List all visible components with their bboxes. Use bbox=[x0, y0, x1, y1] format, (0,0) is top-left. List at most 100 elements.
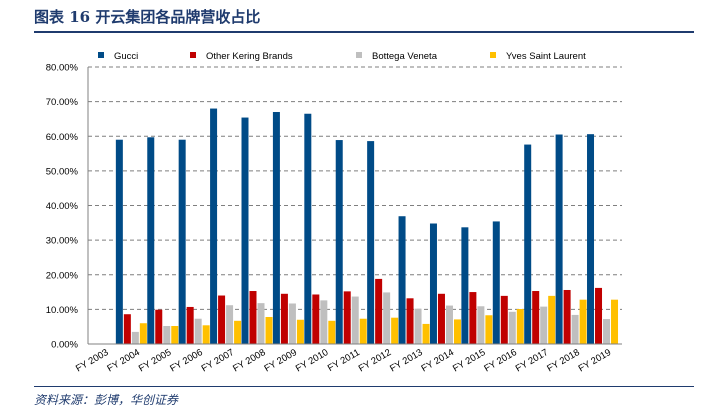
bar-yves-saint-laurent bbox=[548, 295, 556, 344]
bar-other-kering-brands bbox=[375, 278, 383, 344]
bar-other-kering-brands bbox=[312, 294, 320, 344]
x-tick-label: FY 2018 bbox=[545, 347, 581, 374]
y-tick-label: 40.00% bbox=[46, 201, 79, 212]
bar-yves-saint-laurent bbox=[139, 323, 147, 344]
x-tick-label: FY 2008 bbox=[231, 347, 267, 374]
bar-bottega-veneta bbox=[288, 303, 296, 344]
x-tick-label: FY 2017 bbox=[514, 347, 550, 374]
bar-other-kering-brands bbox=[186, 306, 194, 344]
x-tick-label: FY 2011 bbox=[326, 347, 362, 374]
y-tick-label: 60.00% bbox=[46, 132, 79, 143]
bar-yves-saint-laurent bbox=[453, 319, 461, 344]
bar-other-kering-brands bbox=[595, 287, 603, 344]
bar-other-kering-brands bbox=[500, 295, 508, 344]
bar-yves-saint-laurent bbox=[485, 315, 493, 344]
bar-other-kering-brands bbox=[469, 292, 477, 344]
bar-bottega-veneta bbox=[257, 303, 265, 344]
bar-yves-saint-laurent bbox=[265, 316, 273, 344]
legend-label: Bottega Veneta bbox=[372, 51, 438, 62]
bar-yves-saint-laurent bbox=[516, 309, 524, 344]
x-tick-label: FY 2015 bbox=[451, 347, 487, 374]
bar-other-kering-brands bbox=[406, 298, 414, 344]
bar-other-kering-brands bbox=[532, 291, 540, 344]
legend-label: Other Kering Brands bbox=[206, 51, 293, 62]
x-tick-label: FY 2007 bbox=[200, 347, 236, 374]
bar-other-kering-brands bbox=[218, 295, 226, 344]
x-tick-label: FY 2016 bbox=[482, 347, 518, 374]
legend-label: Yves Saint Laurent bbox=[506, 51, 586, 62]
bar-yves-saint-laurent bbox=[202, 325, 210, 344]
gridlines bbox=[88, 66, 622, 310]
bar-bottega-veneta bbox=[226, 305, 234, 344]
bar-other-kering-brands bbox=[155, 309, 163, 344]
bar-other-kering-brands bbox=[437, 293, 445, 344]
bar-bottega-veneta bbox=[414, 308, 422, 344]
title-rule bbox=[34, 31, 694, 33]
bar-yves-saint-laurent bbox=[234, 320, 242, 344]
bar-yves-saint-laurent bbox=[328, 320, 336, 344]
bar-yves-saint-laurent bbox=[171, 326, 179, 344]
legend-swatch bbox=[190, 52, 196, 58]
bar-other-kering-brands bbox=[249, 291, 257, 344]
x-tick-label: FY 2013 bbox=[388, 347, 424, 374]
figure-title: 图表 16 开云集团各品牌营收占比 bbox=[34, 8, 261, 26]
bar-gucci bbox=[367, 141, 375, 344]
bar-other-kering-brands bbox=[123, 314, 131, 344]
bar-gucci bbox=[555, 134, 563, 344]
bar-bottega-veneta bbox=[320, 300, 328, 344]
bar-bottega-veneta bbox=[508, 311, 516, 344]
x-tick-label: FY 2014 bbox=[420, 347, 456, 374]
y-tick-label: 30.00% bbox=[46, 236, 79, 247]
x-tick-label: FY 2005 bbox=[137, 347, 173, 374]
bar-yves-saint-laurent bbox=[611, 299, 619, 344]
revenue-share-chart: 0.00% 10.00% 20.00% 30.00% 40.00% 50.00% 60.00… bbox=[46, 51, 622, 374]
x-tick-label: FY 2019 bbox=[577, 347, 613, 374]
bar-bottega-veneta bbox=[603, 319, 611, 344]
bar-gucci bbox=[272, 112, 280, 344]
bars bbox=[115, 108, 619, 345]
y-tick-label: 0.00% bbox=[51, 340, 78, 351]
bar-bottega-veneta bbox=[131, 331, 139, 344]
bar-other-kering-brands bbox=[280, 293, 288, 344]
bar-gucci bbox=[178, 139, 186, 344]
x-tick-label: FY 2012 bbox=[357, 347, 393, 374]
bar-other-kering-brands bbox=[343, 291, 351, 344]
y-tick-label: 20.00% bbox=[46, 270, 79, 281]
bar-bottega-veneta bbox=[383, 292, 391, 344]
bar-bottega-veneta bbox=[194, 318, 202, 344]
bar-bottega-veneta bbox=[571, 314, 579, 344]
bar-yves-saint-laurent bbox=[579, 299, 587, 344]
bar-gucci bbox=[241, 117, 249, 344]
bar-gucci bbox=[304, 113, 312, 345]
bar-gucci bbox=[335, 140, 343, 344]
bar-bottega-veneta bbox=[351, 296, 359, 344]
bar-gucci bbox=[147, 137, 155, 344]
legend-label: Gucci bbox=[114, 51, 138, 62]
x-tick-label: FY 2006 bbox=[168, 347, 204, 374]
bar-gucci bbox=[398, 216, 406, 344]
legend-swatch bbox=[98, 52, 104, 58]
x-tick-label: FY 2003 bbox=[74, 347, 110, 374]
bar-gucci bbox=[587, 134, 595, 344]
y-tick-label: 80.00% bbox=[46, 63, 79, 74]
bar-gucci bbox=[492, 221, 500, 344]
x-tick-label: FY 2004 bbox=[105, 347, 141, 374]
bar-bottega-veneta bbox=[163, 326, 171, 344]
source-rule bbox=[34, 386, 694, 387]
legend: Gucci Other Kering Brands Bottega Veneta Yv… bbox=[98, 51, 586, 62]
bar-yves-saint-laurent bbox=[296, 319, 304, 344]
source-note: 资料来源：彭博，华创证券 bbox=[34, 393, 179, 407]
bar-gucci bbox=[524, 144, 532, 344]
legend-swatch bbox=[356, 52, 362, 58]
bar-gucci bbox=[429, 223, 437, 344]
bar-bottega-veneta bbox=[445, 305, 453, 344]
y-tick-label: 10.00% bbox=[46, 305, 79, 316]
bar-gucci bbox=[210, 108, 218, 344]
x-tick-label: FY 2010 bbox=[294, 347, 330, 374]
bar-yves-saint-laurent bbox=[359, 318, 367, 344]
bar-bottega-veneta bbox=[540, 306, 548, 344]
bar-yves-saint-laurent bbox=[391, 317, 399, 344]
legend-swatch bbox=[490, 52, 496, 58]
y-tick-label: 70.00% bbox=[46, 97, 79, 108]
bar-gucci bbox=[461, 227, 469, 344]
